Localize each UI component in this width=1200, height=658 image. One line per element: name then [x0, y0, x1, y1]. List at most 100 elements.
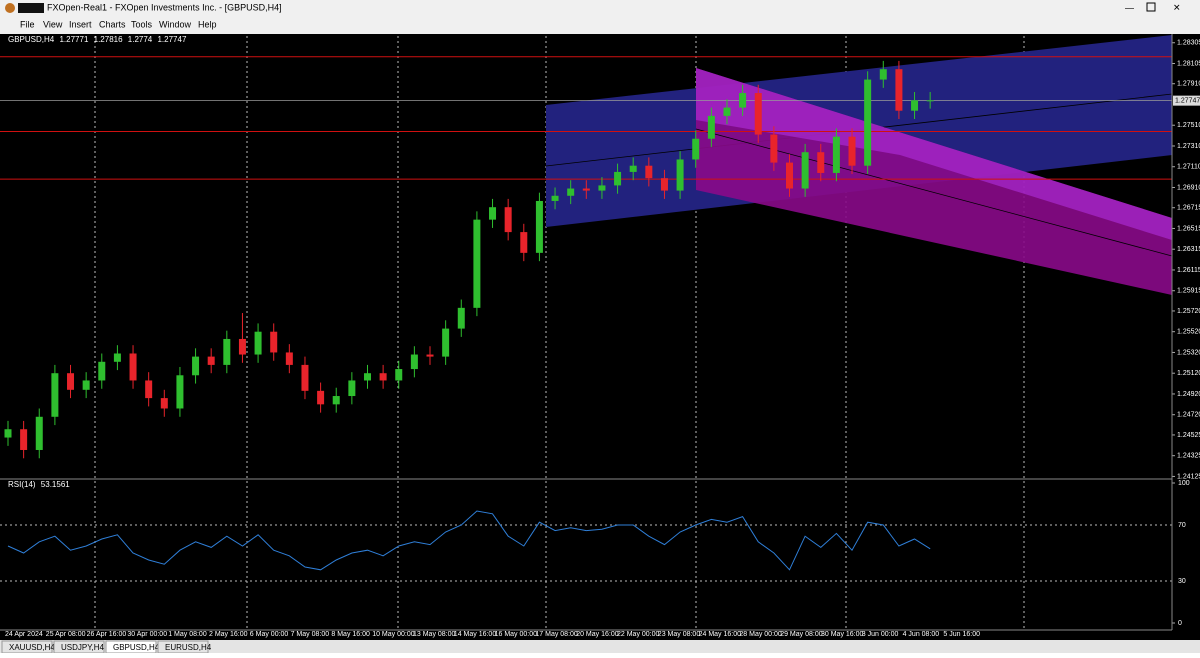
x-tick-label: 8 May 16:00 [331, 631, 370, 638]
candle-body [395, 369, 403, 381]
candle-body [82, 380, 90, 390]
y-tick-label: 0 [1178, 620, 1182, 627]
y-tick-label: 1.25120 [1177, 370, 1200, 377]
candle-body [770, 134, 778, 163]
candle-body [660, 178, 668, 191]
tab-label[interactable]: XAUUSD,H4 [9, 643, 55, 652]
tab-label[interactable]: GBPUSD,H4 [113, 643, 160, 652]
candle-body [363, 373, 371, 381]
candle-body [348, 380, 356, 397]
candle-body [879, 69, 887, 80]
x-tick-label: 28 May 00:00 [739, 631, 782, 638]
tab-bar [0, 640, 1200, 653]
rsi-info: RSI(14) 53.1561 [8, 480, 70, 489]
x-tick-label: 25 Apr 08:00 [46, 631, 86, 638]
candle-body [67, 373, 75, 390]
redaction [18, 3, 44, 13]
candle-body [629, 165, 637, 172]
candle-body [192, 356, 200, 376]
x-tick-label: 10 May 00:00 [372, 631, 415, 638]
menu-item[interactable]: Insert [69, 19, 92, 29]
candle-body [426, 354, 434, 357]
x-tick-label: 5 Jun 16:00 [943, 631, 980, 638]
y-tick-label: 1.27910 [1177, 81, 1200, 88]
rsi-name: RSI(14) [8, 480, 36, 489]
x-tick-label: 30 May 16:00 [821, 631, 864, 638]
candle-body [317, 390, 325, 405]
rsi-line [7, 510, 931, 571]
maximize[interactable] [1146, 2, 1156, 12]
candle-body [754, 93, 762, 135]
x-tick-label: 30 Apr 00:00 [127, 631, 167, 638]
y-tick-label: 1.26115 [1177, 267, 1200, 274]
chrome [0, 0, 1200, 34]
candle-body [645, 165, 653, 179]
tab-label[interactable]: EURUSD,H4 [165, 643, 212, 652]
menu-item[interactable]: Window [159, 19, 192, 29]
candle-body [223, 338, 231, 365]
rsi-value: 53.1561 [41, 480, 70, 489]
menu-item[interactable]: Tools [131, 19, 153, 29]
x-tick-label: 29 May 08:00 [780, 631, 823, 638]
candle-body [676, 159, 684, 191]
candle-body [786, 162, 793, 189]
candle-body [129, 353, 137, 381]
candle-body [113, 353, 121, 362]
candle-body [332, 396, 340, 405]
x-tick-label: 14 May 16:00 [454, 631, 497, 638]
y-tick-label: 1.27110 [1177, 164, 1200, 171]
menu-item[interactable]: View [43, 19, 63, 29]
bid-label: 1.27747 [1175, 97, 1200, 104]
x-tick-label: 4 Jun 08:00 [903, 631, 940, 638]
x-tick-label: 22 May 00:00 [617, 631, 660, 638]
y-tick-label: 1.24125 [1177, 473, 1200, 480]
minimize[interactable]: — [1125, 2, 1134, 12]
x-tick-label: 23 May 08:00 [658, 631, 701, 638]
symbol-info: GBPUSD,H4 1.27771 1.27816 1.2774 1.27747 [8, 35, 187, 44]
menu-item[interactable]: Charts [99, 19, 126, 29]
candle-body [285, 352, 293, 365]
menu-item[interactable]: Help [198, 19, 217, 29]
channel-overlap [696, 68, 1172, 240]
x-tick-label: 20 May 16:00 [576, 631, 619, 638]
candle-body [551, 195, 559, 201]
menu-item[interactable]: File [20, 19, 35, 29]
candle-body [832, 136, 840, 173]
y-tick-label: 1.25720 [1177, 308, 1200, 315]
y-tick-label: 1.26515 [1177, 225, 1200, 232]
candle-body [707, 115, 715, 139]
x-tick-label: 24 Apr 2024 [5, 631, 43, 638]
candle-body [817, 152, 825, 173]
y-tick-label: 1.27510 [1177, 122, 1200, 129]
candle-body [582, 188, 590, 191]
close[interactable]: ✕ [1173, 2, 1181, 12]
candle-body [207, 356, 215, 365]
candle-body [379, 373, 387, 381]
candle-body [270, 331, 278, 353]
app-icon [5, 3, 15, 13]
y-tick-label: 1.24920 [1177, 391, 1200, 398]
candle-body [51, 373, 59, 417]
ohlc-open: 1.27771 [59, 35, 88, 44]
y-tick-label: 1.25915 [1177, 288, 1200, 295]
tab-label[interactable]: USDJPY,H4 [61, 643, 105, 652]
y-tick-label: 70 [1178, 522, 1186, 529]
candle-body [723, 107, 731, 116]
y-tick-label: 1.24525 [1177, 432, 1200, 439]
candle-body [489, 207, 497, 220]
x-tick-label: 16 May 00:00 [495, 631, 538, 638]
candle-body [895, 69, 903, 111]
candle-body [473, 219, 481, 308]
y-tick-label: 1.28305 [1177, 40, 1200, 47]
x-tick-label: 26 Apr 16:00 [87, 631, 127, 638]
candle-body [4, 429, 12, 438]
y-tick-label: 1.25520 [1177, 329, 1200, 336]
candle-body [911, 100, 919, 111]
ohlc-low: 1.2774 [128, 35, 153, 44]
candle-body [457, 307, 465, 329]
bid-label-bg [1173, 95, 1200, 106]
candle-body [926, 100, 934, 102]
y-tick-label: 1.24325 [1177, 453, 1200, 460]
ohlc-high: 1.27816 [94, 35, 123, 44]
x-tick-label: 17 May 08:00 [535, 631, 578, 638]
